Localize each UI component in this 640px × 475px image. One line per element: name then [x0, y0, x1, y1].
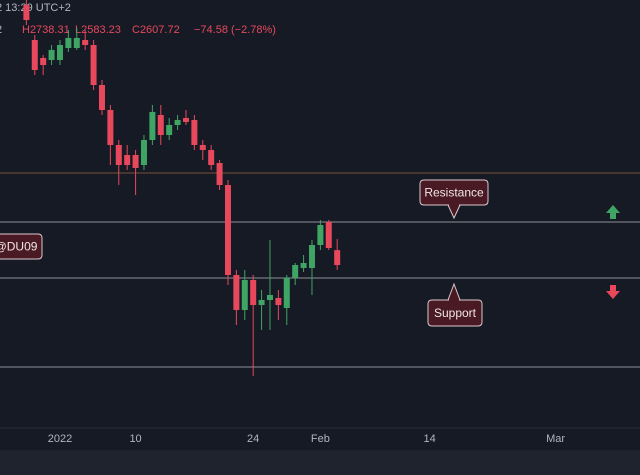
- candle-body: [199, 145, 206, 150]
- plot-background: [0, 0, 640, 428]
- candle-body: [292, 265, 299, 278]
- x-tick-label: 14: [423, 433, 435, 445]
- down-arrow: [606, 285, 620, 299]
- candle-body: [241, 280, 248, 310]
- candle-body: [65, 38, 72, 48]
- x-tick-label: Feb: [311, 433, 330, 445]
- candle-body: [90, 45, 97, 85]
- annotation-box: [427, 282, 483, 327]
- annotation-label: @DU09: [0, 240, 38, 254]
- candle-body: [98, 85, 105, 110]
- candle-body: [124, 155, 131, 165]
- candle-body: [23, 5, 30, 20]
- candle-body: [325, 222, 332, 248]
- x-axis-strip: [0, 428, 640, 450]
- candle-body: [208, 150, 215, 165]
- candle-body: [56, 45, 63, 60]
- candle-body: [300, 263, 307, 268]
- candle-body: [182, 118, 189, 122]
- up-arrow: [606, 205, 620, 219]
- candle-body: [224, 185, 231, 275]
- x-tick-label: 2022: [48, 433, 72, 445]
- footer-strip: [0, 450, 640, 475]
- candle-body: [258, 300, 265, 305]
- annotation-label: Resistance: [424, 186, 484, 200]
- candle-body: [233, 275, 240, 310]
- annotation-label: Support: [434, 306, 477, 320]
- candle-body: [166, 125, 173, 135]
- x-tick-label: 24: [247, 433, 259, 445]
- info-item: C2607.72: [132, 24, 180, 36]
- levels: [0, 172, 640, 368]
- candle-body: [157, 115, 164, 135]
- candle-body: [48, 50, 55, 60]
- candle-body: [216, 163, 223, 185]
- candle-body: [250, 280, 257, 305]
- candle-body: [31, 40, 38, 70]
- candle-body: [317, 225, 324, 245]
- x-axis: 2022 10 24 Feb 14 Mar: [48, 433, 566, 445]
- candle-body: [191, 120, 198, 145]
- info-item: −74.58 (−2.78%): [194, 24, 276, 36]
- candle-body: [174, 120, 181, 125]
- info-item: 2: [0, 24, 2, 36]
- candle-body: [82, 40, 89, 45]
- annotation-box: [419, 179, 489, 220]
- header-time: 2 13:29 UTC+2: [0, 2, 71, 14]
- candle-body: [107, 110, 114, 145]
- candle-body: [73, 38, 80, 48]
- candle-body: [40, 58, 47, 65]
- annotation-box: [0, 233, 43, 260]
- annotations: Resistance Support @DU09: [0, 179, 489, 327]
- x-tick-label: 10: [129, 433, 141, 445]
- candle-body: [132, 155, 139, 168]
- info-item: H2738.31: [22, 24, 70, 36]
- candle-body: [283, 278, 290, 308]
- candle-body: [149, 112, 156, 140]
- candle-body: [275, 298, 282, 305]
- candle-body: [308, 245, 315, 268]
- candle-body: [266, 295, 273, 300]
- candle-body: [334, 250, 341, 266]
- candle-body: [115, 145, 122, 165]
- ohlc-info: 2 H2738.31 L2583.23 C2607.72 −74.58 (−2.78%): [0, 24, 276, 36]
- x-tick-label: Mar: [546, 433, 565, 445]
- candles: [23, 0, 341, 376]
- info-item: L2583.23: [75, 24, 121, 36]
- candle-body: [140, 140, 147, 165]
